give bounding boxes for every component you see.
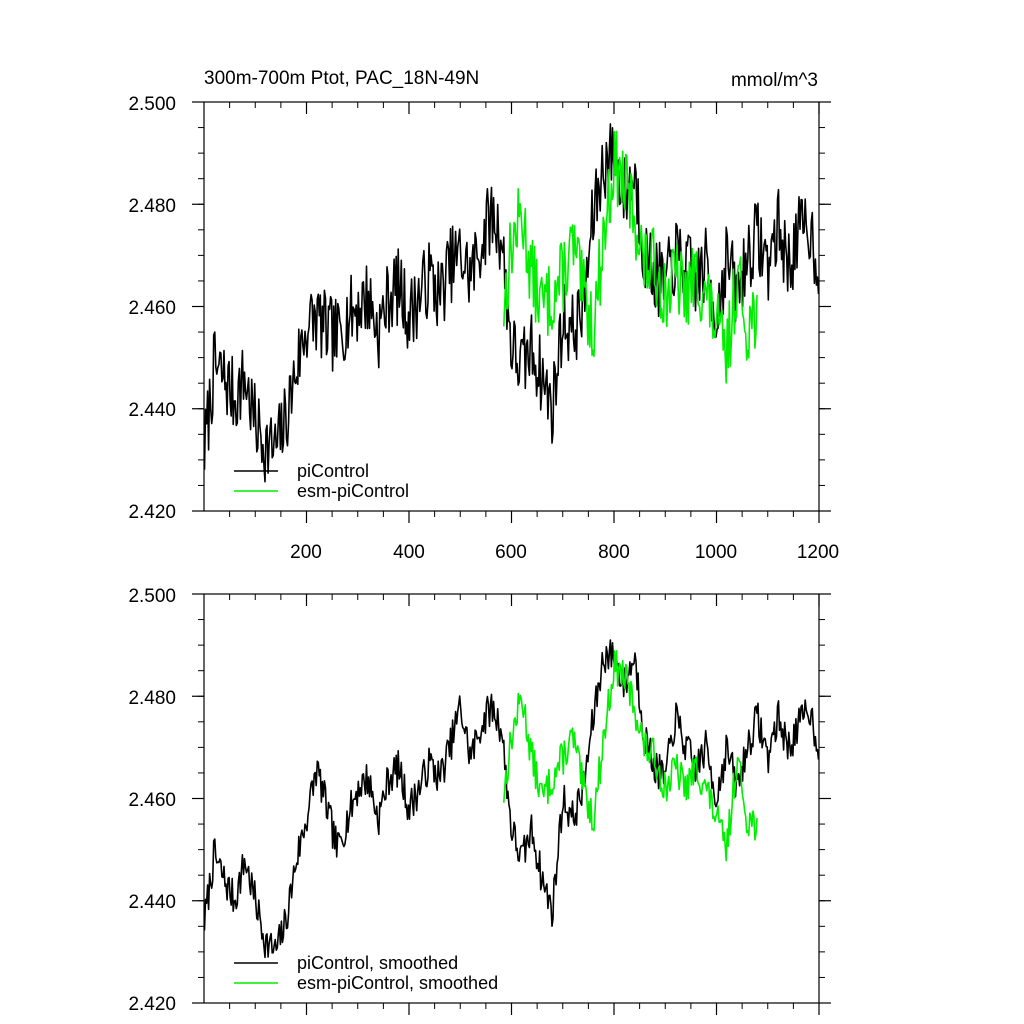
top-series-esm-piControl-line	[503, 130, 758, 384]
bottom-series-lines	[203, 639, 820, 959]
bottom-ticks	[192, 593, 831, 1015]
bottom-ytick-label: 2.480	[128, 688, 176, 709]
top-xtick-label: 1000	[695, 542, 737, 563]
bottom-legend-label-esm-piControl-smoothed: esm-piControl, smoothed	[297, 973, 498, 993]
bottom-ytick-label: 2.440	[128, 892, 176, 913]
top-xtick-label: 800	[598, 542, 630, 563]
top-x-tick-labels: 200 400 600 800 1000 1200	[290, 542, 839, 563]
top-ytick-label: 2.440	[128, 400, 176, 421]
bottom-y-tick-labels: 2.500 2.480 2.460 2.440 2.420	[128, 586, 176, 1015]
bottom-legend-label-piControl-smoothed: piControl, smoothed	[297, 953, 458, 973]
bottom-panel: 2.500 2.480 2.460 2.440 2.420 piControl,…	[128, 586, 831, 1015]
bottom-ytick-label: 2.500	[128, 586, 176, 607]
top-title: 300m-700m Ptot, PAC_18N-49N	[204, 68, 479, 89]
top-series-piControl-line	[203, 123, 820, 483]
top-ytick-label: 2.500	[128, 94, 176, 115]
top-legend-label-piControl: piControl	[297, 461, 369, 481]
top-xtick-label: 200	[290, 542, 322, 563]
top-legend-label-esm-piControl: esm-piControl	[297, 481, 409, 501]
top-plot-frame	[203, 101, 820, 512]
top-xtick-label: 1200	[797, 542, 839, 563]
bottom-legend: piControl, smoothed esm-piControl, smoot…	[234, 953, 498, 993]
top-xtick-label: 400	[393, 542, 425, 563]
top-ytick-label: 2.480	[128, 196, 176, 217]
top-panel: 300m-700m Ptot, PAC_18N-49N mmol/m^3 2.5…	[128, 68, 839, 563]
bottom-plot-frame	[203, 593, 820, 1004]
top-series-lines	[203, 123, 820, 483]
bottom-series-piControl-smoothed-line	[203, 639, 820, 959]
top-xtick-label: 600	[495, 542, 527, 563]
top-ytick-label: 2.420	[128, 502, 176, 523]
bottom-series-esm-piControl-smoothed-line	[503, 650, 758, 862]
bottom-ytick-label: 2.420	[128, 994, 176, 1015]
bottom-ytick-label: 2.460	[128, 790, 176, 811]
top-legend: piControl esm-piControl	[234, 461, 409, 501]
top-ytick-label: 2.460	[128, 298, 176, 319]
top-y-tick-labels: 2.500 2.480 2.460 2.440 2.420	[128, 94, 176, 523]
top-units-label: mmol/m^3	[731, 70, 818, 91]
top-ticks	[192, 101, 831, 523]
